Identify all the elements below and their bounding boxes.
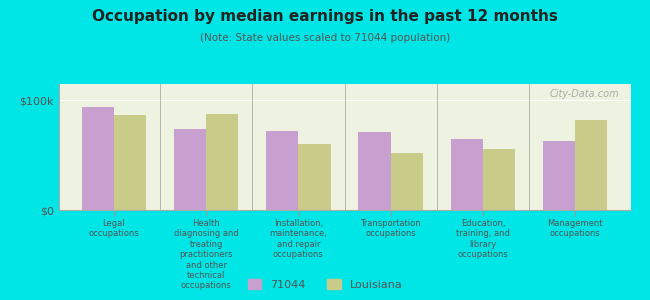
- Text: Management
occupations: Management occupations: [547, 219, 603, 239]
- Bar: [174, 129, 206, 210]
- Bar: [81, 107, 114, 210]
- Text: Health
diagnosing and
treating
practitioners
and other
technical
occupations: Health diagnosing and treating practitio…: [174, 219, 239, 290]
- Text: Occupation by median earnings in the past 12 months: Occupation by median earnings in the pas…: [92, 9, 558, 24]
- Bar: [483, 148, 515, 210]
- Text: Education,
training, and
library
occupations: Education, training, and library occupat…: [456, 219, 510, 259]
- Bar: [358, 132, 391, 210]
- Text: (Note: State values scaled to 71044 population): (Note: State values scaled to 71044 popu…: [200, 33, 450, 43]
- Bar: [543, 141, 575, 210]
- Text: Legal
occupations: Legal occupations: [88, 219, 139, 239]
- Bar: [391, 153, 423, 210]
- Bar: [206, 114, 239, 210]
- Bar: [575, 120, 608, 210]
- Text: Transportation
occupations: Transportation occupations: [360, 219, 421, 239]
- Bar: [298, 144, 331, 210]
- Text: Installation,
maintenance,
and repair
occupations: Installation, maintenance, and repair oc…: [270, 219, 328, 259]
- Bar: [266, 131, 298, 210]
- Bar: [450, 139, 483, 210]
- Text: City-Data.com: City-Data.com: [549, 89, 619, 99]
- Legend: 71044, Louisiana: 71044, Louisiana: [243, 275, 407, 294]
- Bar: [114, 115, 146, 210]
